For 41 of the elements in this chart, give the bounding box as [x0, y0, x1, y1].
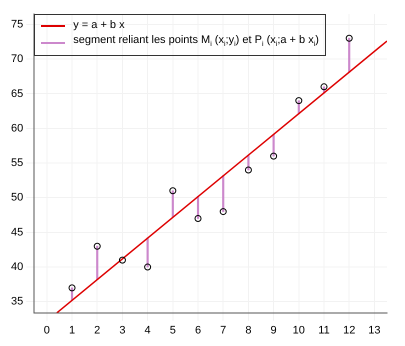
x-tick-label: 6	[194, 324, 202, 336]
x-tick-label: 13	[368, 324, 381, 336]
x-tick-label: 8	[245, 324, 252, 336]
y-tick-label: 35	[10, 296, 24, 308]
bar	[172, 190, 174, 218]
y-tick-label: 70	[10, 53, 24, 66]
point	[118, 256, 126, 264]
x-tick-label: 5	[170, 324, 176, 336]
x-tick-label: 7	[220, 324, 226, 336]
point	[346, 34, 353, 42]
y-tick-label: 50	[10, 192, 24, 204]
bar	[222, 175, 224, 212]
x-tick-label: 2	[94, 324, 100, 336]
point	[144, 264, 152, 271]
y-tick-label: 45	[10, 226, 24, 238]
x-tick-label: 10	[292, 324, 305, 336]
point	[94, 242, 101, 250]
bar	[96, 246, 98, 280]
y-tick-label: 75	[10, 18, 24, 30]
x-tick-label: 12	[343, 324, 356, 336]
y-tick-label: 40	[10, 261, 24, 274]
point	[270, 152, 278, 160]
x-tick-label: 9	[270, 324, 277, 336]
y-tick-label: 65	[10, 88, 24, 100]
point	[169, 187, 176, 194]
y-tick-label: 60	[10, 122, 24, 134]
point	[244, 166, 252, 174]
x-tick-label: 1	[68, 324, 76, 336]
point	[194, 215, 202, 222]
point	[295, 97, 302, 104]
point	[220, 208, 227, 216]
point	[68, 284, 76, 292]
point	[320, 83, 328, 90]
x-tick-label: 3	[119, 324, 126, 336]
x-tick-label: 4	[144, 324, 151, 336]
text: segment reliant les points M$_{i}$ (x$_{i}$;y$_{i}$) et P$_{i}$ (x$_{i}$;a + b x$_{i}$)	[73, 34, 319, 48]
bar	[348, 38, 350, 73]
x-tick-label: 11	[318, 324, 330, 336]
y-tick-label: 55	[10, 157, 24, 170]
legend-label: y = a + b x	[73, 18, 125, 33]
x-tick-label: 0	[44, 324, 50, 336]
